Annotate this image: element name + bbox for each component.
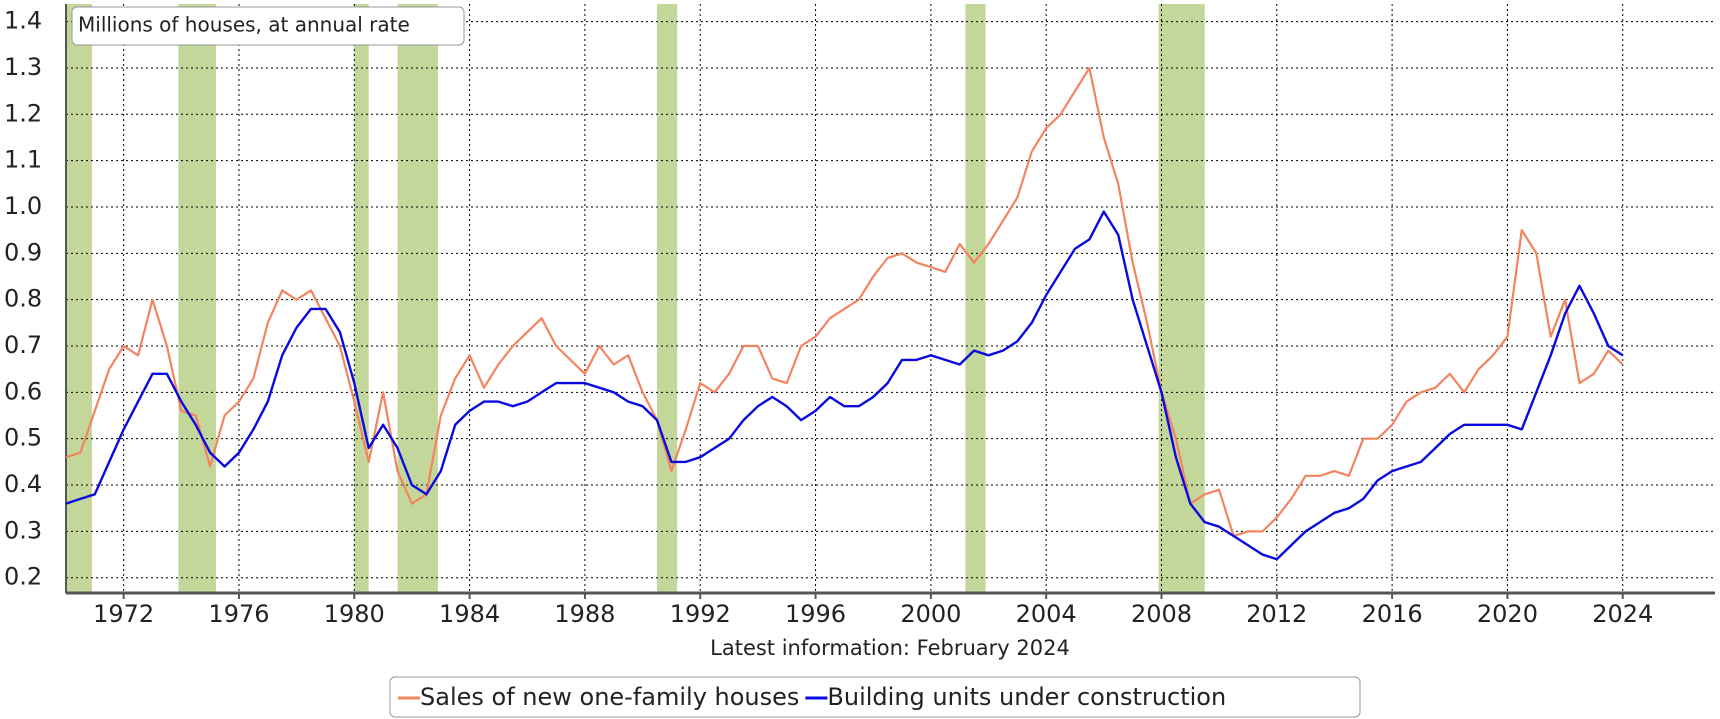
x-tick-label: 2004 [1016, 600, 1077, 628]
x-tick-label: 1972 [93, 600, 154, 628]
label-box [71, 6, 465, 46]
x-tick-label: 2008 [1131, 600, 1192, 628]
y-tick-label: 0.8 [4, 285, 42, 313]
recession-band [965, 4, 986, 593]
y-tick-label: 0.7 [4, 331, 42, 359]
y-tick-label: 0.5 [4, 424, 42, 452]
y-axis-label: Millions of houses, at annual rate [78, 13, 410, 37]
series-line [65, 66, 1624, 538]
legend: Sales of new one-family houses Building u… [398, 683, 1226, 711]
x-tick-label: 2020 [1477, 600, 1538, 628]
recession-band [354, 4, 369, 593]
y-tick-label: 1.2 [4, 99, 42, 127]
legend-box [389, 676, 1361, 718]
x-tick-label: 1984 [439, 600, 500, 628]
y-tick-label: 0.2 [4, 563, 42, 591]
series-line [65, 210, 1624, 561]
x-tick-label: 2000 [900, 600, 961, 628]
y-tick-label: 1.3 [4, 53, 42, 81]
recession-band [178, 4, 216, 593]
y-tick-label: 0.4 [4, 470, 42, 498]
x-tick-label: 1996 [785, 600, 846, 628]
recession-band [656, 4, 678, 593]
x-tick-label: 1992 [670, 600, 731, 628]
legend-label: Building units under construction [827, 683, 1226, 711]
y-tick-label: 1.4 [4, 7, 42, 35]
grid: 0.2 0.3 0.4 0.5 0.6 0.7 0.8 0.9 1.0 1.1 1.2 1.3 1.4 1… [4, 4, 1715, 628]
y-tick-label: 1.0 [4, 192, 42, 220]
x-tick-label: 2024 [1592, 600, 1653, 628]
x-tick-label: 2016 [1362, 600, 1423, 628]
annotation: Latest information: February 2024 [710, 636, 1070, 660]
legend-label: Sales of new one-family houses [420, 683, 799, 711]
y-tick-label: 0.9 [4, 238, 42, 266]
x-tick-label: 1976 [208, 600, 269, 628]
x-tick-label: 1988 [554, 600, 615, 628]
x-tick-label: 2012 [1246, 600, 1307, 628]
y-tick-label: 0.6 [4, 377, 42, 405]
y-tick-label: 0.3 [4, 516, 42, 544]
lines [65, 66, 1624, 561]
y-tick-label: 1.1 [4, 146, 42, 174]
recession-band [66, 4, 92, 593]
recession-band [1158, 4, 1205, 593]
x-tick-label: 1980 [324, 600, 385, 628]
recessions [66, 4, 1205, 593]
recession-band [397, 4, 438, 593]
